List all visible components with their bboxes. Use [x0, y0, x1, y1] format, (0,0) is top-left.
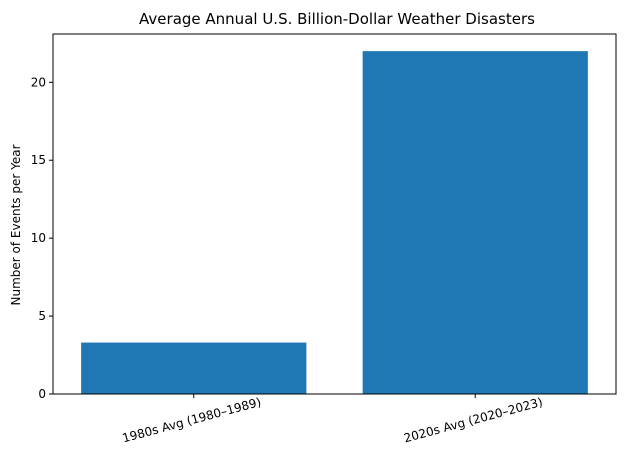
y-tick-label: 10	[31, 231, 46, 245]
y-axis-label: Number of Events per Year	[9, 144, 23, 305]
y-tick-label: 15	[31, 153, 46, 167]
x-tick-label: 2020s Avg (2020–2023)	[402, 395, 544, 446]
y-tick-label: 20	[31, 75, 46, 89]
bar-2	[362, 51, 588, 395]
axes-frame	[52, 33, 617, 395]
bars	[81, 51, 588, 395]
x-tick-label: 1980s Avg (1980–1989)	[121, 395, 263, 446]
bar-1	[81, 342, 307, 394]
y-tick-label: 5	[38, 309, 46, 323]
chart-title: Average Annual U.S. Billion-Dollar Weath…	[139, 10, 535, 28]
x-axis-ticks: 1980s Avg (1980–1989) 2020s Avg (2020–202…	[121, 394, 544, 445]
y-axis-ticks: 0 5 10 15 20	[31, 75, 53, 401]
y-tick-label: 0	[38, 387, 46, 401]
